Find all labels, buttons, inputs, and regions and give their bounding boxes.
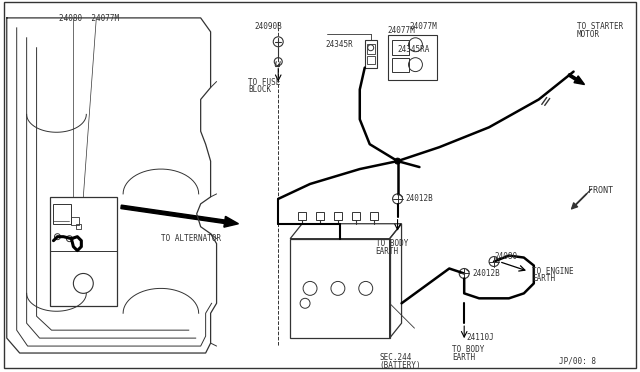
Text: (BATTERY): (BATTERY) [380, 361, 421, 370]
Text: MOTOR: MOTOR [577, 30, 600, 39]
Bar [388, 35, 437, 80]
Text: EARTH: EARTH [376, 247, 399, 256]
Text: TO BODY: TO BODY [376, 239, 408, 248]
Text: TO ALTERNATOR: TO ALTERNATOR [161, 234, 221, 243]
Text: EARTH: EARTH [452, 353, 476, 362]
FancyArrow shape [121, 205, 239, 227]
Text: FRONT: FRONT [589, 186, 614, 195]
Bar [334, 212, 342, 220]
Text: 24077M: 24077M [388, 26, 415, 35]
Text: 24090B: 24090B [254, 22, 282, 31]
Text: 24080  24077M: 24080 24077M [60, 14, 120, 23]
Bar [370, 212, 378, 220]
FancyArrow shape [568, 74, 584, 84]
Text: 24345RA: 24345RA [397, 45, 430, 54]
Text: TO FUSE: TO FUSE [248, 78, 281, 87]
Bar [76, 224, 81, 229]
Bar [367, 56, 374, 64]
Text: 24345R: 24345R [325, 40, 353, 49]
Text: TO ENGINE: TO ENGINE [532, 266, 573, 276]
Bar [298, 212, 306, 220]
Text: SEC.244: SEC.244 [380, 353, 412, 362]
Text: JP/00: 8: JP/00: 8 [559, 356, 596, 365]
Bar [392, 58, 410, 71]
Bar [49, 197, 117, 306]
Bar [72, 217, 79, 225]
Text: TO BODY: TO BODY [452, 345, 484, 354]
Bar [367, 44, 374, 54]
Bar [392, 40, 410, 55]
Bar [352, 212, 360, 220]
Text: TO STARTER: TO STARTER [577, 22, 623, 31]
Text: 24012B: 24012B [406, 195, 433, 203]
Circle shape [395, 158, 401, 164]
Text: 24080: 24080 [494, 251, 517, 261]
Bar [54, 204, 72, 224]
Bar [290, 239, 390, 338]
Text: 24110J: 24110J [466, 333, 494, 342]
Bar [316, 212, 324, 220]
Text: BLOCK: BLOCK [248, 84, 271, 93]
Text: 24012B: 24012B [472, 269, 500, 278]
Text: 24077M: 24077M [410, 22, 437, 31]
Text: EARTH: EARTH [532, 275, 555, 283]
